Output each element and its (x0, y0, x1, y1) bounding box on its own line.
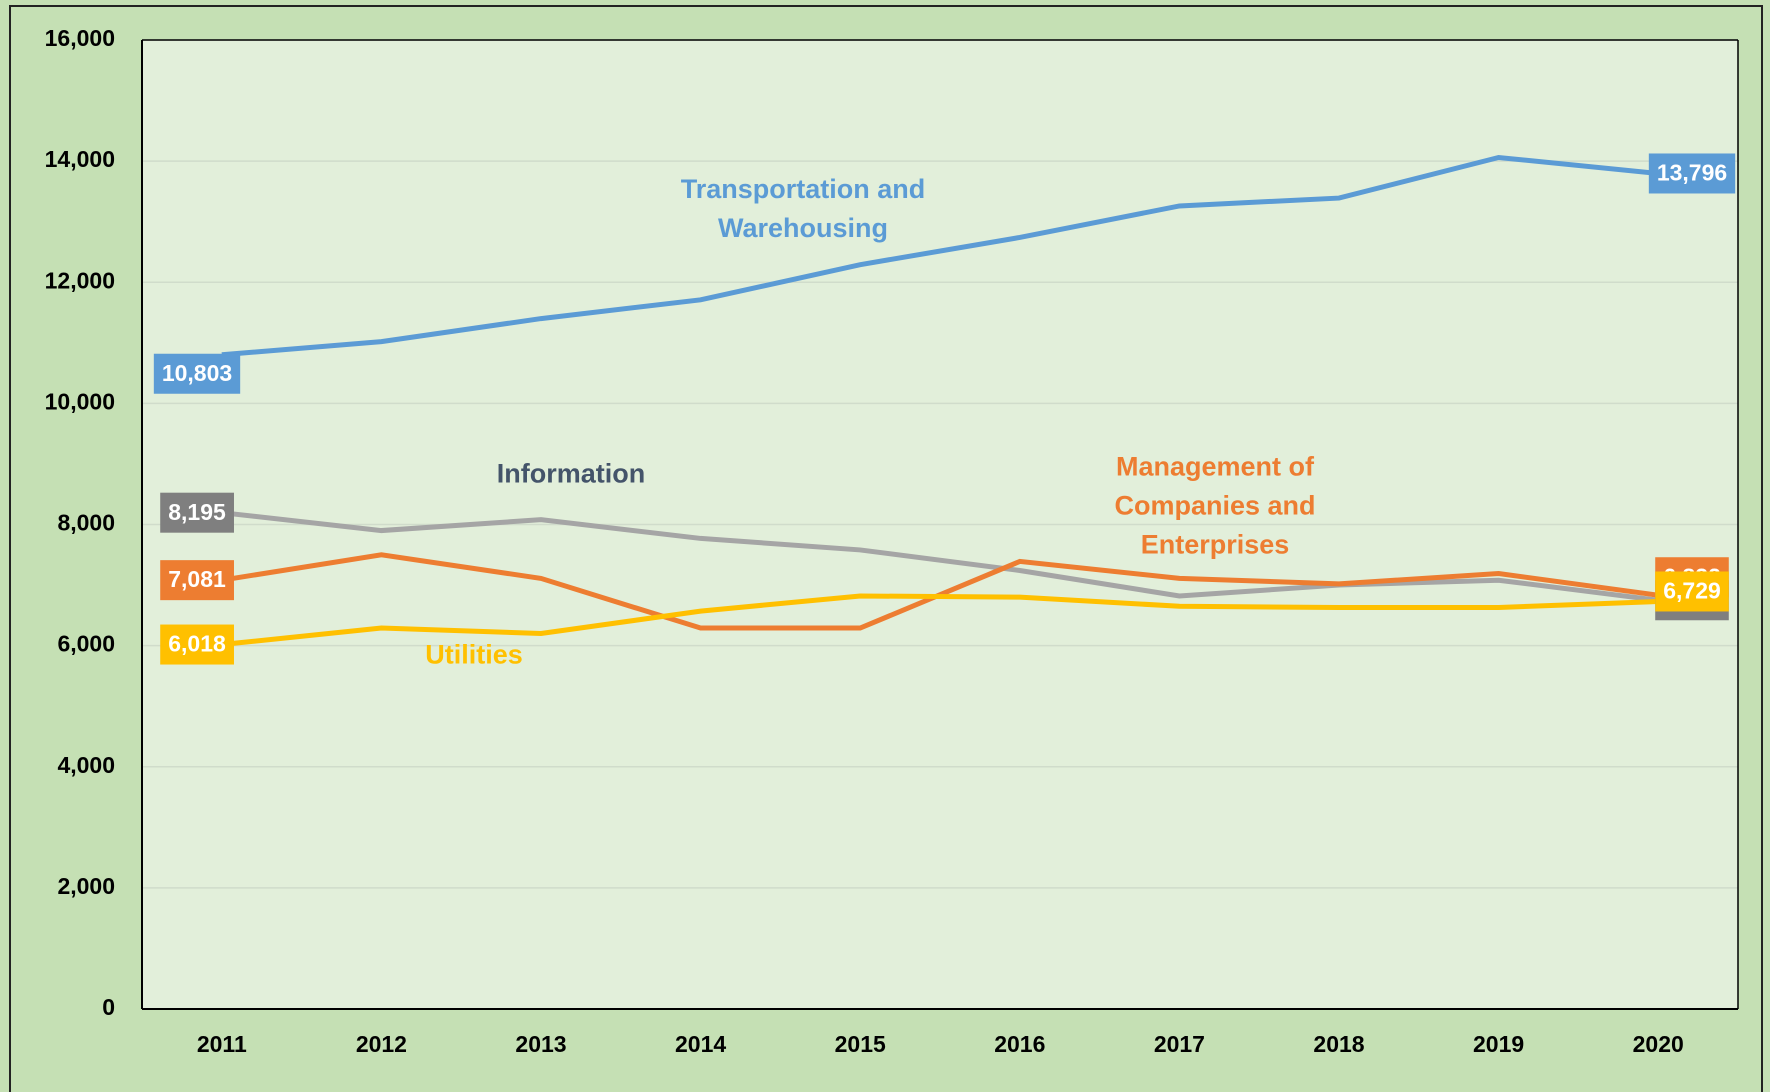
data-label-text: 10,803 (162, 360, 232, 386)
line-series (221, 510, 1659, 603)
x-tick-label: 2014 (675, 1031, 726, 1057)
data-label-text: 6,729 (1663, 578, 1721, 604)
x-tick-label: 2015 (835, 1031, 886, 1057)
line-series (221, 154, 1659, 358)
y-tick-label: 16,000 (45, 25, 115, 51)
x-tick-label: 2012 (356, 1031, 407, 1057)
x-tick-label: 2013 (515, 1031, 566, 1057)
data-label-box (160, 492, 234, 533)
data-label-text: 6,018 (168, 631, 226, 657)
data-label: 10,803 (153, 353, 241, 394)
data-label: 6,729 (1655, 571, 1729, 612)
series-label: Utilities (425, 639, 523, 670)
data-label-box (1655, 571, 1729, 612)
data-label: 8,195 (160, 492, 234, 533)
data-label-box (160, 624, 234, 665)
data-label: 7,081 (160, 560, 234, 601)
y-tick-label: 12,000 (45, 267, 115, 293)
x-tick-label: 2020 (1633, 1031, 1684, 1057)
y-tick-label: 2,000 (57, 873, 115, 899)
data-label-text: 13,796 (1657, 160, 1727, 186)
data-label-box (160, 560, 234, 601)
x-tick-label: 2011 (197, 1031, 247, 1057)
y-tick-label: 0 (102, 994, 115, 1020)
data-label: 6,018 (160, 624, 234, 665)
y-tick-label: 4,000 (57, 752, 115, 778)
x-tick-label: 2019 (1473, 1031, 1524, 1057)
data-label-box (153, 353, 241, 394)
line-series (221, 593, 1659, 648)
x-tick-label: 2018 (1313, 1031, 1364, 1057)
y-tick-label: 6,000 (57, 631, 115, 657)
data-label-text: 8,195 (168, 499, 226, 525)
data-label-text: 7,081 (168, 566, 226, 592)
data-label-box (1648, 153, 1736, 194)
y-tick-label: 14,000 (45, 146, 115, 172)
series-label: Information (496, 458, 646, 489)
y-tick-label: 8,000 (57, 510, 115, 536)
y-tick-label: 10,000 (45, 388, 115, 414)
x-tick-label: 2016 (994, 1031, 1045, 1057)
series-label: Transportation and Warehousing (680, 174, 926, 243)
data-label: 13,796 (1648, 153, 1736, 194)
x-tick-label: 2017 (1154, 1031, 1205, 1057)
series-label: Management of Companies and Enterprises (1114, 451, 1316, 560)
